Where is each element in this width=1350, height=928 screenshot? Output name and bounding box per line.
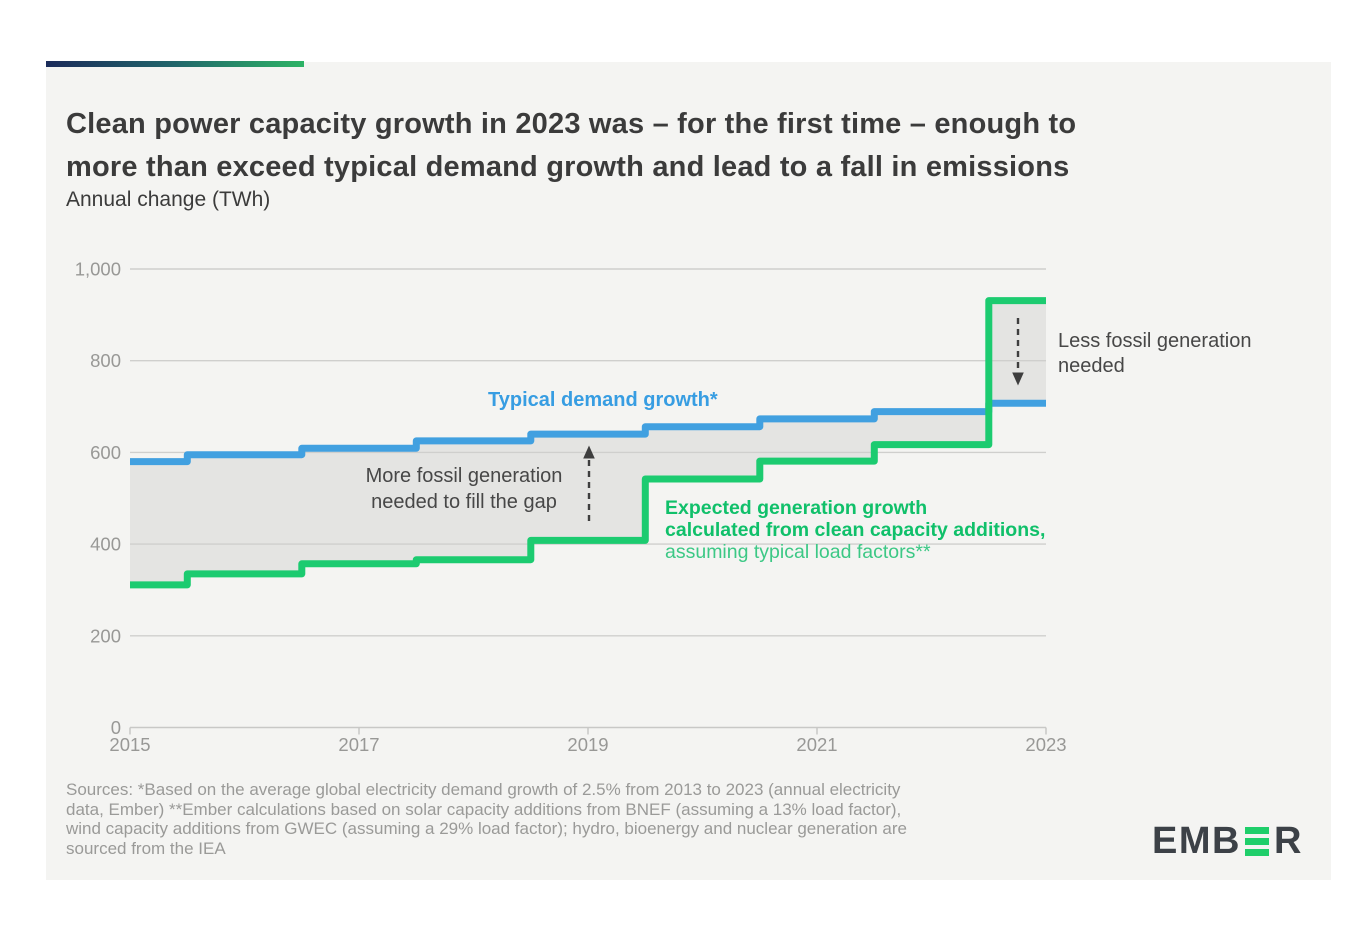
sources-note: Sources: *Based on the average global el…: [66, 780, 1126, 858]
ember-logo-e-bars-icon: [1244, 826, 1269, 856]
expected-generation-line3: assuming typical load factors**: [665, 541, 931, 563]
chart-title-line2: more than exceed typical demand growth a…: [66, 151, 1070, 184]
less-fossil-line1: Less fossil generation: [1058, 330, 1252, 352]
sources-line2: data, Ember) **Ember calculations based …: [66, 799, 902, 819]
demand-growth-label: Typical demand growth*: [488, 389, 718, 411]
more-fossil-line1: More fossil generation: [365, 465, 563, 487]
less-fossil-line2: needed: [1058, 355, 1125, 377]
brand-accent-bar: [46, 61, 304, 67]
expected-generation-annotation: Expected generation growth calculated fr…: [665, 497, 1045, 563]
more-fossil-annotation: More fossil generation needed to fill th…: [351, 463, 577, 515]
less-fossil-annotation: Less fossil generation needed: [1058, 329, 1251, 379]
chart-title-line1: Clean power capacity growth in 2023 was …: [66, 108, 1077, 141]
chart-title: Clean power capacity growth in 2023 was …: [66, 103, 1286, 189]
more-fossil-line2: needed to fill the gap: [371, 491, 557, 513]
ember-logo-emb: EMB: [1152, 819, 1241, 862]
expected-generation-line2: calculated from clean capacity additions…: [665, 519, 1046, 541]
ember-logo-r: R: [1273, 819, 1303, 862]
expected-generation-line1: Expected generation growth: [665, 497, 928, 519]
sources-line1: Sources: *Based on the average global el…: [66, 780, 901, 799]
chart-subtitle: Annual change (TWh): [66, 188, 271, 211]
sources-line4: sourced from the IEA: [66, 838, 226, 858]
sources-line3: wind capacity additions from GWEC (assum…: [66, 819, 907, 838]
ember-logo: EMB R: [1152, 819, 1303, 862]
